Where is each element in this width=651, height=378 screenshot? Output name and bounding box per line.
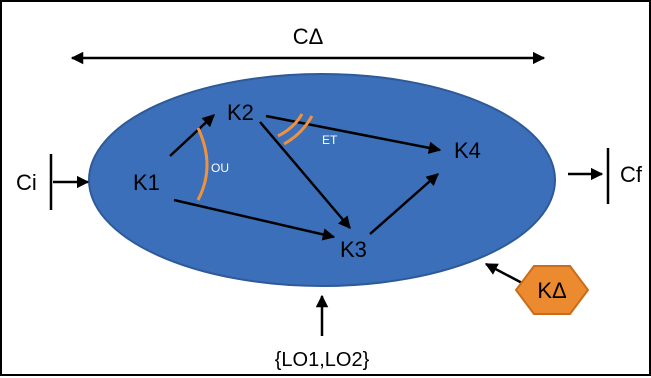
or-arc [196, 127, 209, 201]
and-arc-inner [277, 113, 304, 138]
hexagon-arrow [484, 262, 525, 286]
edge-k1-k2 [169, 114, 215, 157]
node-k1: K1 [133, 170, 160, 195]
edge-k2-k3 [259, 121, 351, 229]
node-k4: K4 [454, 138, 481, 163]
node-k2: K2 [227, 100, 254, 125]
hexagon-label: KΔ [537, 278, 567, 303]
and-arc-outer [283, 115, 314, 146]
top-span-label: CΔ [293, 24, 324, 49]
entry-label: Ci [16, 170, 37, 195]
node-k3: K3 [340, 237, 367, 262]
hexagon-shape [514, 265, 590, 315]
edge-k3-k4 [369, 173, 439, 235]
edge-k1-k3 [173, 198, 336, 241]
exit-label: Cf [620, 162, 643, 187]
and-arc-label: ET [322, 133, 338, 147]
bottom-input-label: {LO1,LO2} [275, 349, 370, 371]
or-arc-label: OU [211, 161, 229, 175]
